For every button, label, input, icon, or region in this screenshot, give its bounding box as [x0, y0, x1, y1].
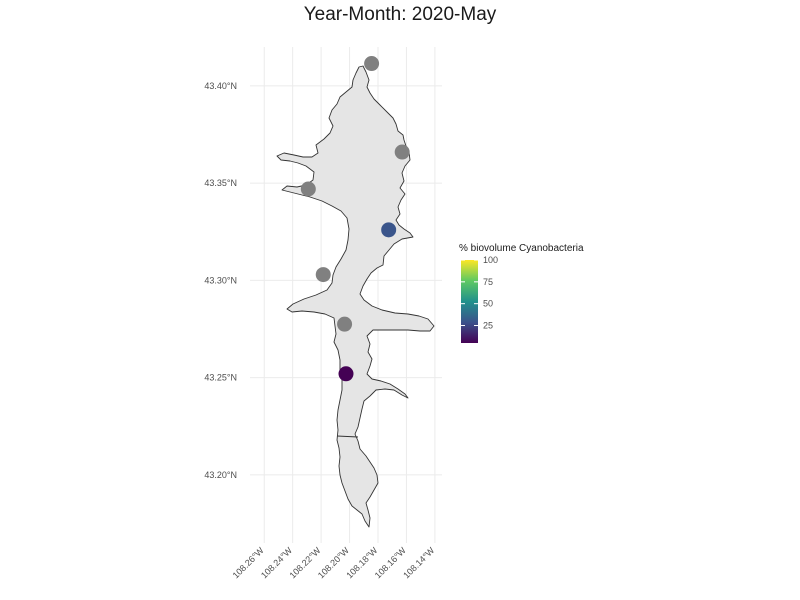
y-tick-label: 43.25°N [204, 373, 237, 383]
y-tick-label: 43.40°N [204, 81, 237, 91]
legend-title: % biovolume Cyanobacteria [459, 243, 584, 254]
sample-point [338, 366, 354, 382]
colorbar-tick-label: 50 [483, 299, 493, 309]
colorbar-ticks: 100 75 50 25 [461, 255, 498, 331]
y-tick-label: 43.35°N [204, 178, 237, 188]
colorbar-tick-label: 25 [483, 321, 493, 331]
sampling-points [300, 56, 410, 382]
y-tick-label: 43.20°N [204, 470, 237, 480]
y-axis-ticks: 43.40°N 43.35°N 43.30°N 43.25°N 43.20°N [204, 81, 237, 480]
colorbar [461, 260, 478, 343]
colorbar-legend: % biovolume Cyanobacteria 100 75 50 25 [459, 243, 584, 343]
sample-point-na [315, 267, 331, 283]
sample-point-na [394, 144, 410, 160]
sample-point-na [364, 56, 380, 72]
plot-title: Year-Month: 2020-May [303, 4, 497, 25]
sample-point-na [337, 316, 353, 332]
sample-point [381, 222, 397, 238]
reservoir-outline [276, 65, 435, 528]
x-axis-ticks: 108.26°W108.24°W108.22°W108.20°W108.18°W… [231, 545, 437, 580]
colorbar-tick-label: 75 [483, 277, 493, 287]
sample-point-na [300, 181, 316, 197]
x-tick-label: 108.14°W [401, 545, 436, 580]
colorbar-tick-label: 100 [483, 255, 498, 265]
y-tick-label: 43.30°N [204, 275, 237, 285]
reservoir-dam-line [336, 435, 359, 438]
